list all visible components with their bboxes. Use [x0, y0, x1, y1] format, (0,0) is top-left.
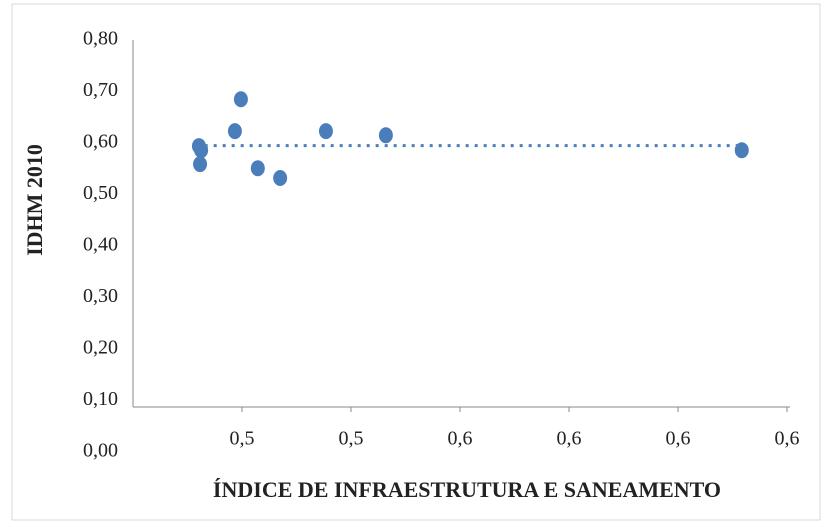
data-point: [233, 91, 248, 108]
chart-frame: [11, 3, 821, 521]
x-tick-label: 0,6: [666, 428, 691, 450]
data-point: [227, 123, 242, 140]
data-point: [318, 123, 333, 140]
y-tick-label: 0,50: [83, 182, 118, 204]
y-tick-label: 0,10: [83, 388, 118, 410]
y-tick-label: 0,60: [83, 131, 118, 153]
x-tick-label: 0,6: [775, 428, 800, 450]
x-axis-label: ÍNDICE DE INFRAESTRUTURA E SANEAMENTO: [213, 477, 721, 502]
data-point: [250, 160, 265, 177]
x-tick-label: 0,6: [557, 428, 582, 450]
data-point: [193, 156, 208, 173]
x-tick-label: 0,5: [230, 428, 255, 450]
x-tick-label: 0,5: [339, 428, 364, 450]
y-axis-label: IDHM 2010: [22, 144, 47, 256]
data-point: [734, 142, 749, 159]
y-tick-label: 0,20: [83, 337, 118, 359]
data-point: [378, 127, 393, 144]
y-tick-label: 0,30: [83, 285, 118, 307]
y-tick-label: 0,70: [83, 79, 118, 101]
y-tick-label: 0,80: [83, 28, 118, 50]
x-tick-label: 0,6: [448, 428, 473, 450]
data-point: [273, 170, 288, 187]
y-tick-label: 0,40: [83, 234, 118, 256]
y-tick-label: 0,00: [83, 440, 118, 462]
data-point: [194, 142, 209, 159]
